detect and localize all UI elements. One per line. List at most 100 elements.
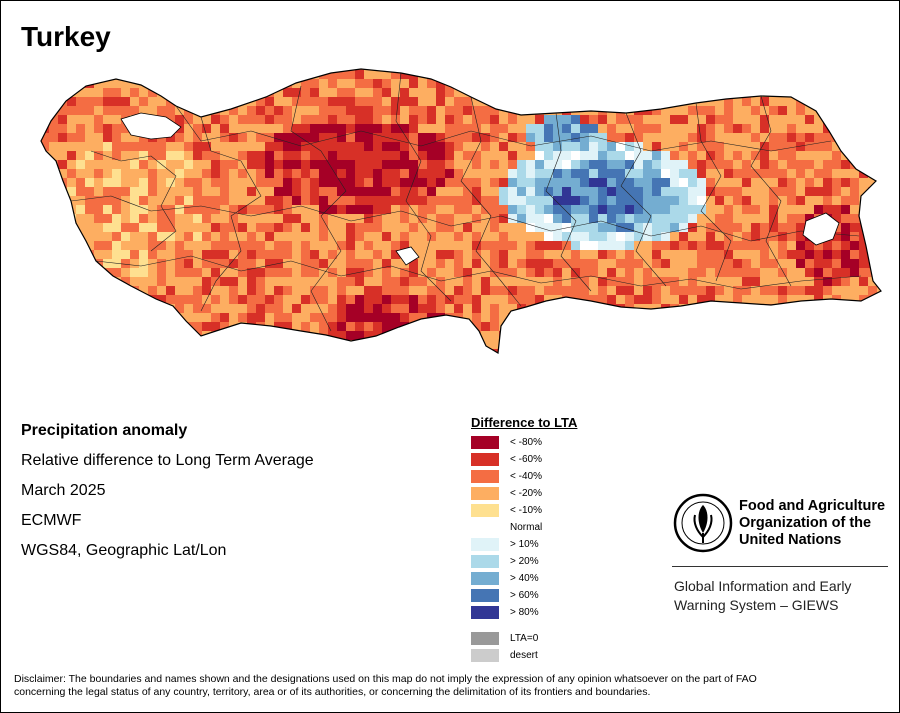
map-cell [355, 187, 364, 196]
map-cell [256, 358, 265, 367]
map-cell [742, 286, 751, 295]
map-cell [535, 88, 544, 97]
map-cell [193, 277, 202, 286]
map-cell [67, 115, 76, 124]
map-cell [382, 259, 391, 268]
map-cell [265, 214, 274, 223]
map-cell [589, 115, 598, 124]
map-cell [787, 268, 796, 277]
map-cell [544, 70, 553, 79]
map-cell [733, 295, 742, 304]
map-cell [679, 115, 688, 124]
map-cell [769, 142, 778, 151]
map-cell [562, 69, 571, 70]
map-cell [337, 331, 346, 340]
map-cell [355, 331, 364, 340]
map-cell [481, 259, 490, 268]
map-cell [193, 205, 202, 214]
map-cell [220, 259, 229, 268]
map-cell [31, 223, 40, 232]
map-cell [733, 250, 742, 259]
map-cell [868, 340, 877, 349]
map-cell [130, 232, 139, 241]
map-cell [544, 241, 553, 250]
map-cell [436, 259, 445, 268]
map-cell [616, 196, 625, 205]
map-cell [589, 178, 598, 187]
map-cell [778, 151, 787, 160]
map-cell [481, 232, 490, 241]
map-cell [787, 349, 796, 353]
map-cell [382, 79, 391, 88]
info-date: March 2025 [21, 482, 106, 499]
map-cell [121, 277, 130, 286]
map-cell [256, 88, 265, 97]
map-cell [238, 277, 247, 286]
map-cell [589, 286, 598, 295]
map-cell [76, 286, 85, 295]
map-cell [670, 115, 679, 124]
map-cell [301, 196, 310, 205]
map-cell [805, 160, 814, 169]
map-cell [535, 69, 544, 70]
map-cell [418, 187, 427, 196]
map-cell [751, 178, 760, 187]
map-cell [472, 349, 481, 353]
map-cell [697, 322, 706, 331]
map-cell [355, 286, 364, 295]
map-cell [463, 178, 472, 187]
map-cell [67, 232, 76, 241]
map-cell [706, 142, 715, 151]
map-cell [517, 295, 526, 304]
map-cell [148, 349, 157, 353]
map-cell [463, 115, 472, 124]
legend-swatch [471, 504, 499, 517]
map-cell [652, 232, 661, 241]
map-cell [634, 115, 643, 124]
map-cell [256, 133, 265, 142]
map-cell [832, 268, 841, 277]
map-cell [805, 106, 814, 115]
legend-swatch [471, 470, 499, 483]
map-cell [355, 178, 364, 187]
map-cell [733, 178, 742, 187]
map-cell [238, 259, 247, 268]
map-cell [724, 88, 733, 97]
map-cell [229, 349, 238, 353]
map-cell [589, 232, 598, 241]
map-cell [850, 169, 859, 178]
map-cell [886, 241, 895, 250]
map-cell [400, 304, 409, 313]
map-cell [256, 187, 265, 196]
map-cell [796, 286, 805, 295]
map-cell [670, 286, 679, 295]
map-cell [823, 106, 832, 115]
map-cell [715, 223, 724, 232]
map-cell [877, 187, 881, 196]
map-cell [661, 169, 670, 178]
map-cell [841, 69, 850, 70]
map-cell [409, 187, 418, 196]
map-cell [328, 187, 337, 196]
map-cell [220, 214, 229, 223]
map-cell [265, 142, 274, 151]
map-cell [742, 277, 751, 286]
map-cell [427, 97, 436, 106]
map-cell [877, 142, 881, 151]
map-cell [85, 70, 94, 79]
map-cell [634, 70, 643, 79]
map-cell [733, 313, 742, 322]
map-cell [49, 313, 58, 322]
map-cell [706, 178, 715, 187]
map-cell [886, 79, 895, 88]
map-cell [247, 223, 256, 232]
map-cell [787, 304, 796, 313]
map-cell [103, 205, 112, 214]
map-cell [346, 97, 355, 106]
map-cell [877, 160, 881, 169]
legend-extra-swatch [471, 649, 499, 662]
map-cell [832, 169, 841, 178]
legend-extra: LTA=0 desert [471, 630, 631, 664]
map-cell [265, 205, 274, 214]
map-cell [643, 277, 652, 286]
